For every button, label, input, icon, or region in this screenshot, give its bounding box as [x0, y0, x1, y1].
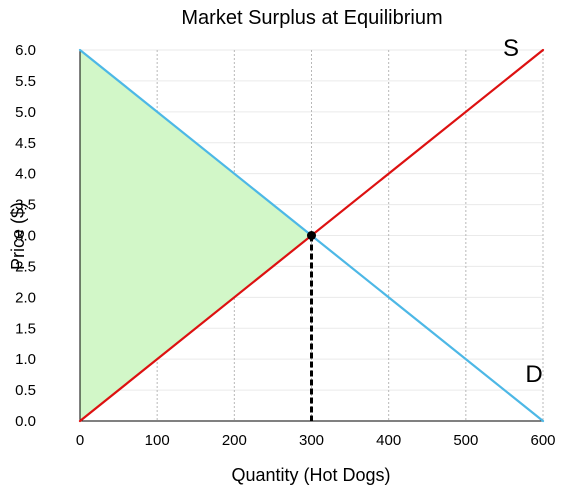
supply-label: S	[503, 35, 519, 62]
label-layer: SD	[503, 35, 543, 388]
x-tick-label: 300	[299, 432, 324, 449]
y-axis-label: Price ($)	[8, 202, 28, 270]
equilibrium-point	[307, 231, 316, 240]
surplus-layer	[80, 50, 312, 421]
y-tick-label: 0.5	[15, 382, 36, 399]
market-surplus-region	[80, 50, 312, 421]
tick-layer: 0 100 200 300 400 500 600 0.0 0.5 1.0 1.5 2.0 2.5 3.0…	[15, 42, 555, 449]
marker-layer	[307, 231, 316, 421]
y-tick-label: 5.5	[15, 73, 36, 90]
y-tick-label: 6.0	[15, 42, 36, 59]
y-tick-label: 3.5	[15, 197, 36, 214]
y-tick-label: 2.5	[15, 258, 36, 275]
x-tick-label: 500	[453, 432, 478, 449]
y-tick-label: 5.0	[15, 104, 36, 121]
x-tick-label: 400	[376, 432, 401, 449]
x-tick-label: 100	[145, 432, 170, 449]
y-tick-label: 1.0	[15, 351, 36, 368]
y-tick-label: 0.0	[15, 413, 36, 430]
x-axis-label: Quantity (Hot Dogs)	[231, 465, 390, 485]
demand-label: D	[525, 361, 542, 388]
y-tick-label: 3.0	[15, 228, 36, 245]
chart-title: Market Surplus at Equilibrium	[181, 7, 442, 29]
y-tick-label: 2.0	[15, 289, 36, 306]
x-tick-label: 200	[222, 432, 247, 449]
x-tick-label: 0	[76, 432, 84, 449]
y-tick-label: 4.5	[15, 135, 36, 152]
y-tick-label: 1.5	[15, 320, 36, 337]
x-tick-label: 600	[530, 432, 555, 449]
y-tick-label: 4.0	[15, 166, 36, 183]
